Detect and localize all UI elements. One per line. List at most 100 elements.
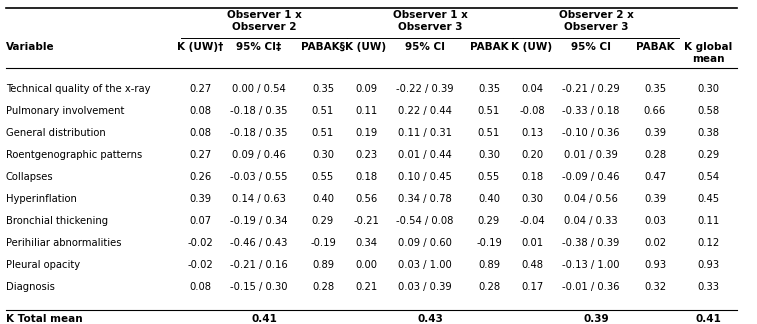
- Text: 0.47: 0.47: [644, 172, 666, 182]
- Text: 0.04 / 0.56: 0.04 / 0.56: [564, 194, 618, 204]
- Text: 0.08: 0.08: [189, 282, 211, 292]
- Text: 0.66: 0.66: [644, 106, 666, 116]
- Text: 0.58: 0.58: [697, 106, 719, 116]
- Text: -0.10 / 0.36: -0.10 / 0.36: [562, 128, 620, 138]
- Text: 0.18: 0.18: [355, 172, 377, 182]
- Text: 0.11 / 0.31: 0.11 / 0.31: [398, 128, 452, 138]
- Text: 0.34: 0.34: [355, 238, 377, 248]
- Text: Observer 2 x
Observer 3: Observer 2 x Observer 3: [559, 10, 634, 32]
- Text: 0.55: 0.55: [312, 172, 334, 182]
- Text: -0.13 / 1.00: -0.13 / 1.00: [562, 260, 620, 270]
- Text: 0.35: 0.35: [644, 84, 666, 94]
- Text: 95% CI‡: 95% CI‡: [236, 42, 282, 52]
- Text: -0.02: -0.02: [187, 238, 213, 248]
- Text: 0.13: 0.13: [521, 128, 543, 138]
- Text: -0.19 / 0.34: -0.19 / 0.34: [230, 216, 288, 226]
- Text: 0.39: 0.39: [583, 314, 609, 324]
- Text: -0.09 / 0.46: -0.09 / 0.46: [562, 172, 620, 182]
- Text: PABAK: PABAK: [469, 42, 508, 52]
- Text: 0.21: 0.21: [355, 282, 377, 292]
- Text: 0.14 / 0.63: 0.14 / 0.63: [232, 194, 286, 204]
- Text: -0.21: -0.21: [353, 216, 379, 226]
- Text: 0.51: 0.51: [312, 106, 334, 116]
- Text: 95% CI: 95% CI: [571, 42, 611, 52]
- Text: 0.19: 0.19: [355, 128, 377, 138]
- Text: -0.01 / 0.36: -0.01 / 0.36: [562, 282, 620, 292]
- Text: PABAK: PABAK: [636, 42, 674, 52]
- Text: -0.19: -0.19: [310, 238, 336, 248]
- Text: Pulmonary involvement: Pulmonary involvement: [6, 106, 124, 116]
- Text: 0.17: 0.17: [521, 282, 543, 292]
- Text: 0.10 / 0.45: 0.10 / 0.45: [398, 172, 452, 182]
- Text: -0.18 / 0.35: -0.18 / 0.35: [230, 128, 288, 138]
- Text: 0.40: 0.40: [312, 194, 334, 204]
- Text: Bronchial thickening: Bronchial thickening: [6, 216, 108, 226]
- Text: 0.18: 0.18: [521, 172, 543, 182]
- Text: PABAK§: PABAK§: [301, 42, 345, 52]
- Text: 0.34 / 0.78: 0.34 / 0.78: [398, 194, 452, 204]
- Text: 0.51: 0.51: [478, 106, 500, 116]
- Text: -0.03 / 0.55: -0.03 / 0.55: [230, 172, 288, 182]
- Text: 0.08: 0.08: [189, 128, 211, 138]
- Text: 0.30: 0.30: [697, 84, 719, 94]
- Text: 0.93: 0.93: [697, 260, 719, 270]
- Text: Observer 1 x
Observer 3: Observer 1 x Observer 3: [393, 10, 467, 32]
- Text: 0.12: 0.12: [697, 238, 719, 248]
- Text: -0.02: -0.02: [187, 260, 213, 270]
- Text: 0.28: 0.28: [312, 282, 334, 292]
- Text: 0.45: 0.45: [697, 194, 719, 204]
- Text: -0.22 / 0.39: -0.22 / 0.39: [396, 84, 453, 94]
- Text: 0.35: 0.35: [312, 84, 334, 94]
- Text: 0.43: 0.43: [417, 314, 443, 324]
- Text: 0.26: 0.26: [189, 172, 211, 182]
- Text: 0.28: 0.28: [478, 282, 500, 292]
- Text: -0.04: -0.04: [519, 216, 545, 226]
- Text: -0.15 / 0.30: -0.15 / 0.30: [230, 282, 288, 292]
- Text: 0.03: 0.03: [644, 216, 666, 226]
- Text: -0.38 / 0.39: -0.38 / 0.39: [562, 238, 620, 248]
- Text: 0.29: 0.29: [312, 216, 334, 226]
- Text: K (UW)†: K (UW)†: [177, 42, 223, 52]
- Text: K (UW): K (UW): [345, 42, 387, 52]
- Text: 0.27: 0.27: [189, 84, 211, 94]
- Text: 0.55: 0.55: [478, 172, 500, 182]
- Text: 0.39: 0.39: [644, 194, 666, 204]
- Text: 0.48: 0.48: [521, 260, 543, 270]
- Text: 0.09 / 0.46: 0.09 / 0.46: [232, 150, 286, 160]
- Text: Collapses: Collapses: [6, 172, 54, 182]
- Text: -0.19: -0.19: [476, 238, 502, 248]
- Text: 0.01 / 0.44: 0.01 / 0.44: [398, 150, 452, 160]
- Text: K global
mean: K global mean: [684, 42, 732, 64]
- Text: -0.21 / 0.29: -0.21 / 0.29: [562, 84, 620, 94]
- Text: 0.40: 0.40: [478, 194, 500, 204]
- Text: Perihiliar abnormalities: Perihiliar abnormalities: [6, 238, 122, 248]
- Text: -0.18 / 0.35: -0.18 / 0.35: [230, 106, 288, 116]
- Text: 0.54: 0.54: [697, 172, 719, 182]
- Text: 0.03 / 1.00: 0.03 / 1.00: [398, 260, 452, 270]
- Text: 0.04 / 0.33: 0.04 / 0.33: [564, 216, 618, 226]
- Text: Hyperinflation: Hyperinflation: [6, 194, 77, 204]
- Text: 95% CI: 95% CI: [405, 42, 445, 52]
- Text: 0.38: 0.38: [697, 128, 719, 138]
- Text: 0.09: 0.09: [355, 84, 377, 94]
- Text: 0.56: 0.56: [355, 194, 377, 204]
- Text: 0.04: 0.04: [521, 84, 543, 94]
- Text: 0.41: 0.41: [251, 314, 277, 324]
- Text: Diagnosis: Diagnosis: [6, 282, 55, 292]
- Text: 0.23: 0.23: [355, 150, 377, 160]
- Text: 0.22 / 0.44: 0.22 / 0.44: [398, 106, 452, 116]
- Text: 0.89: 0.89: [478, 260, 500, 270]
- Text: 0.27: 0.27: [189, 150, 211, 160]
- Text: 0.30: 0.30: [521, 194, 543, 204]
- Text: Variable: Variable: [6, 42, 55, 52]
- Text: 0.41: 0.41: [695, 314, 721, 324]
- Text: 0.11: 0.11: [355, 106, 377, 116]
- Text: 0.07: 0.07: [189, 216, 211, 226]
- Text: 0.93: 0.93: [644, 260, 666, 270]
- Text: -0.21 / 0.16: -0.21 / 0.16: [230, 260, 288, 270]
- Text: 0.30: 0.30: [312, 150, 334, 160]
- Text: 0.03 / 0.39: 0.03 / 0.39: [398, 282, 452, 292]
- Text: Observer 1 x
Observer 2: Observer 1 x Observer 2: [226, 10, 301, 32]
- Text: 0.35: 0.35: [478, 84, 500, 94]
- Text: -0.08: -0.08: [519, 106, 545, 116]
